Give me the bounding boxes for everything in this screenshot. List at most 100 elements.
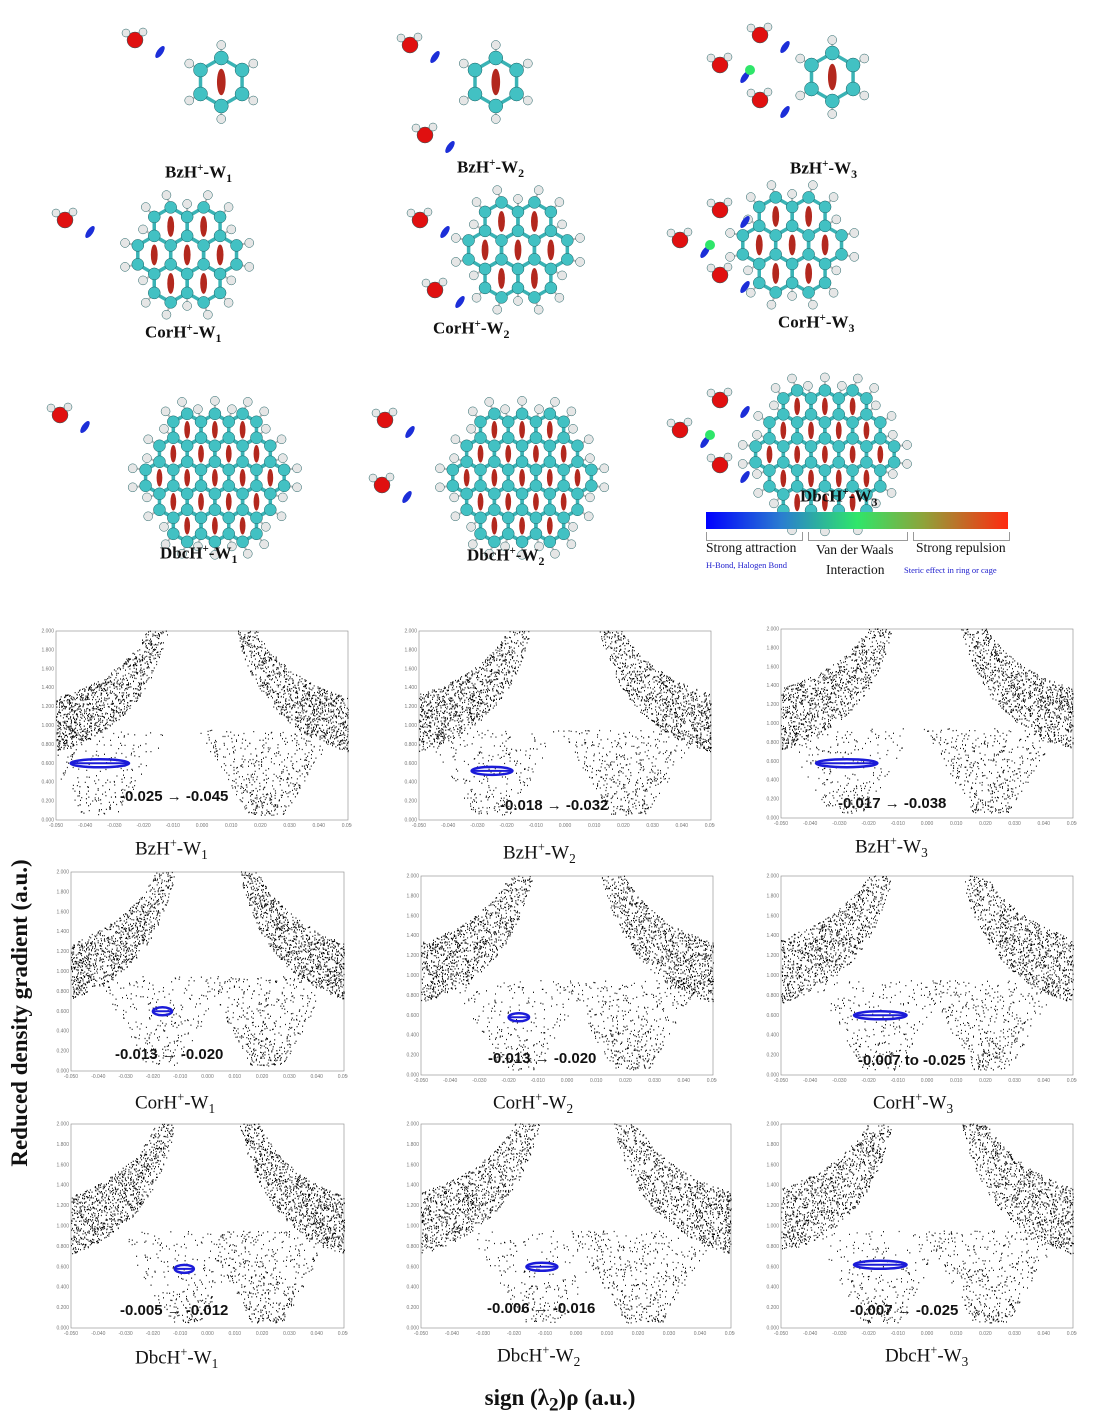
vdw-isosurface bbox=[745, 65, 755, 75]
x-tick-label: -0.020 bbox=[507, 1331, 521, 1337]
legend-brace-repulsion bbox=[913, 532, 1010, 541]
carbon-atom bbox=[164, 258, 177, 271]
x-tick-label: 0.020 bbox=[979, 821, 992, 827]
carbon-atom bbox=[860, 488, 873, 501]
hydrogen-atom bbox=[837, 381, 847, 391]
x-tick-label: 0.030 bbox=[283, 1074, 296, 1080]
carbon-atom bbox=[860, 408, 873, 421]
oxygen-atom bbox=[51, 406, 69, 424]
carbon-atom bbox=[845, 57, 861, 73]
y-tick-label: 0.000 bbox=[766, 1073, 779, 1079]
molecule-dbc-w3 bbox=[650, 370, 980, 537]
carbon-atom bbox=[785, 257, 799, 271]
hydrogen-atom bbox=[435, 482, 445, 493]
x-tick-label: -0.050 bbox=[774, 821, 788, 827]
hydrogen-atom bbox=[142, 492, 152, 503]
hydrogen-atom bbox=[753, 488, 763, 498]
plot-label-dbc-w3: DbcH+-W3 bbox=[885, 1343, 968, 1370]
hydrogen-atom bbox=[226, 275, 237, 286]
carbon-atom bbox=[835, 229, 848, 242]
carbon-atom bbox=[769, 191, 782, 204]
hydrogen-atom bbox=[737, 440, 748, 450]
molecule-label-sup: + bbox=[197, 162, 204, 174]
x-tick-label: -0.040 bbox=[78, 823, 92, 829]
ring-steric-isosurface bbox=[216, 244, 224, 266]
plot-label-bz-w3: BzH+-W3 bbox=[855, 834, 928, 861]
hydrogen-atom bbox=[575, 257, 585, 267]
hydrogen-atom bbox=[471, 292, 482, 303]
ring-steric-isosurface bbox=[546, 517, 553, 535]
molecule-drawing bbox=[368, 396, 610, 560]
molecule-label-mid: -W bbox=[480, 318, 504, 338]
x-tick-label: -0.030 bbox=[470, 823, 484, 829]
plot-label-mid: -W bbox=[187, 1347, 212, 1369]
x-tick-label: -0.010 bbox=[173, 1331, 187, 1337]
hydrogen-atom bbox=[500, 404, 510, 414]
hydrogen-atom bbox=[753, 411, 763, 421]
hydrogen-atom bbox=[159, 424, 169, 434]
carbon-atom bbox=[194, 415, 208, 429]
molecule-label-mid: -W bbox=[192, 322, 216, 342]
oxygen-atom bbox=[416, 126, 434, 144]
legend-steric-note: Steric effect in ring or cage bbox=[904, 565, 997, 575]
x-tick-label: -0.050 bbox=[774, 1078, 788, 1084]
hydrogen-atom bbox=[182, 301, 192, 311]
carbon-atom bbox=[153, 487, 166, 501]
x-tick-label: 0.030 bbox=[1008, 1331, 1021, 1337]
y-tick-label: 2.000 bbox=[41, 629, 54, 635]
y-tick-label: 1.200 bbox=[406, 953, 419, 959]
hydrogen-atom bbox=[491, 114, 501, 124]
hydrogen-atom bbox=[666, 228, 676, 238]
molecule-label-base: BzH bbox=[457, 157, 490, 177]
hydrogen-atom bbox=[566, 406, 577, 417]
carbon-atom bbox=[167, 527, 180, 541]
carbon-atom bbox=[515, 487, 529, 501]
carbon-atom bbox=[557, 463, 570, 477]
hbond-isosurface bbox=[80, 421, 90, 433]
molecule-label-sub: 2 bbox=[538, 554, 545, 569]
carbon-atom bbox=[148, 267, 161, 281]
molecule-cor-w2 bbox=[395, 185, 625, 320]
hydrogen-atom bbox=[568, 522, 578, 532]
x-tick-label: 0.030 bbox=[1008, 1078, 1021, 1084]
oxygen-atom bbox=[751, 91, 769, 109]
x-tick-label: 0.010 bbox=[950, 1331, 963, 1337]
carbon-atom bbox=[222, 463, 235, 477]
x-tick-label: -0.050 bbox=[64, 1331, 78, 1337]
y-tick-label: 0.600 bbox=[56, 1264, 69, 1270]
carbon-atom bbox=[148, 210, 161, 224]
hydrogen-atom bbox=[849, 252, 860, 262]
hydrogen-atom bbox=[888, 430, 898, 440]
carbon-atom bbox=[197, 296, 210, 309]
carbon-atom bbox=[208, 439, 222, 453]
ring-steric-isosurface bbox=[198, 445, 204, 463]
hbond-isosurface bbox=[780, 41, 790, 53]
molecule-label-sub: 2 bbox=[503, 327, 510, 342]
legend-van-der-waals: Van der Waals bbox=[816, 542, 894, 557]
x-tick-label: -0.030 bbox=[476, 1331, 490, 1337]
carbon-atom bbox=[561, 253, 574, 266]
carbon-atom bbox=[804, 392, 818, 405]
x-tick-label: 0.050 bbox=[338, 1331, 348, 1337]
carbon-atom bbox=[818, 480, 832, 493]
carbon-atom bbox=[164, 201, 177, 214]
carbon-atom bbox=[790, 384, 804, 397]
ring-steric-isosurface bbox=[253, 493, 260, 511]
hydrogen-atom bbox=[203, 309, 213, 320]
carbon-atom bbox=[860, 392, 873, 405]
interaction-spike-highlight bbox=[525, 1261, 559, 1273]
carbon-atom bbox=[208, 503, 222, 517]
legend-brace-vdw bbox=[808, 532, 908, 541]
y-tick-label: 1.000 bbox=[406, 973, 419, 979]
plot-label-base: BzH bbox=[135, 838, 170, 860]
carbon-atom bbox=[818, 432, 832, 445]
carbon-atom bbox=[543, 503, 557, 517]
molecule-label-dbc-w2: DbcH+-W2 bbox=[467, 545, 544, 569]
carbon-atom bbox=[222, 431, 235, 445]
ring-steric-isosurface bbox=[530, 210, 538, 232]
ring-steric-isosurface bbox=[505, 445, 512, 463]
hydrogen-atom bbox=[177, 548, 187, 559]
ring-steric-isosurface bbox=[546, 421, 553, 439]
carbon-atom bbox=[846, 432, 859, 445]
x-tick-label: -0.020 bbox=[862, 1078, 876, 1084]
